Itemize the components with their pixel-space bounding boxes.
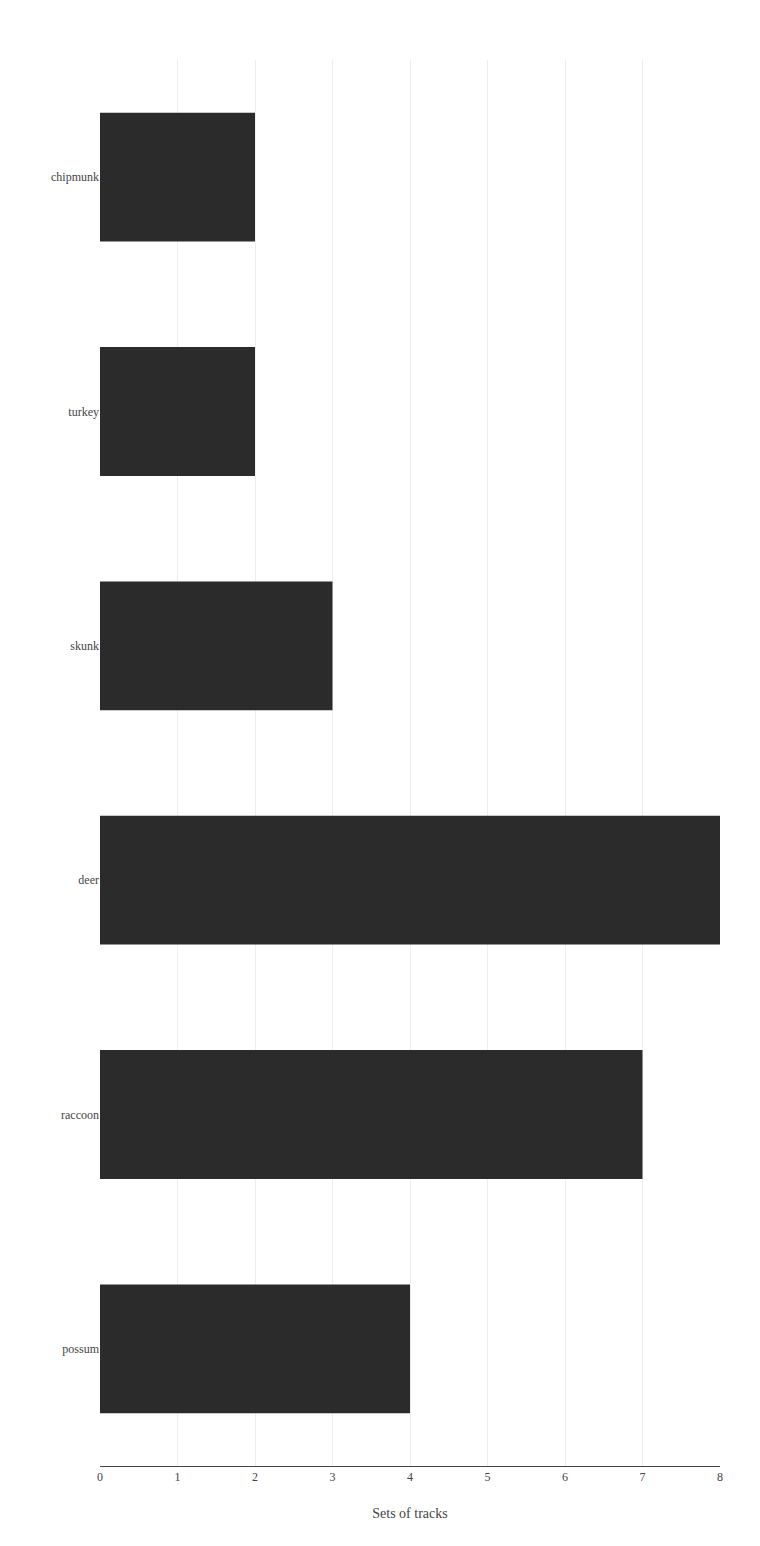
svg-text:4: 4 [407, 1470, 413, 1484]
svg-text:raccoon: raccoon [61, 1108, 99, 1122]
svg-text:0: 0 [97, 1470, 103, 1484]
svg-text:8: 8 [717, 1470, 723, 1484]
svg-text:1: 1 [175, 1470, 181, 1484]
svg-text:possum: possum [62, 1342, 99, 1356]
svg-text:3: 3 [330, 1470, 336, 1484]
svg-text:2: 2 [252, 1470, 258, 1484]
svg-text:skunk: skunk [70, 639, 99, 653]
svg-text:Sets of tracks: Sets of tracks [372, 1506, 447, 1521]
svg-text:6: 6 [562, 1470, 568, 1484]
svg-text:turkey: turkey [68, 405, 99, 419]
svg-text:5: 5 [485, 1470, 491, 1484]
svg-text:deer: deer [78, 873, 99, 887]
svg-text:chipmunk: chipmunk [51, 170, 99, 184]
svg-text:7: 7 [640, 1470, 646, 1484]
